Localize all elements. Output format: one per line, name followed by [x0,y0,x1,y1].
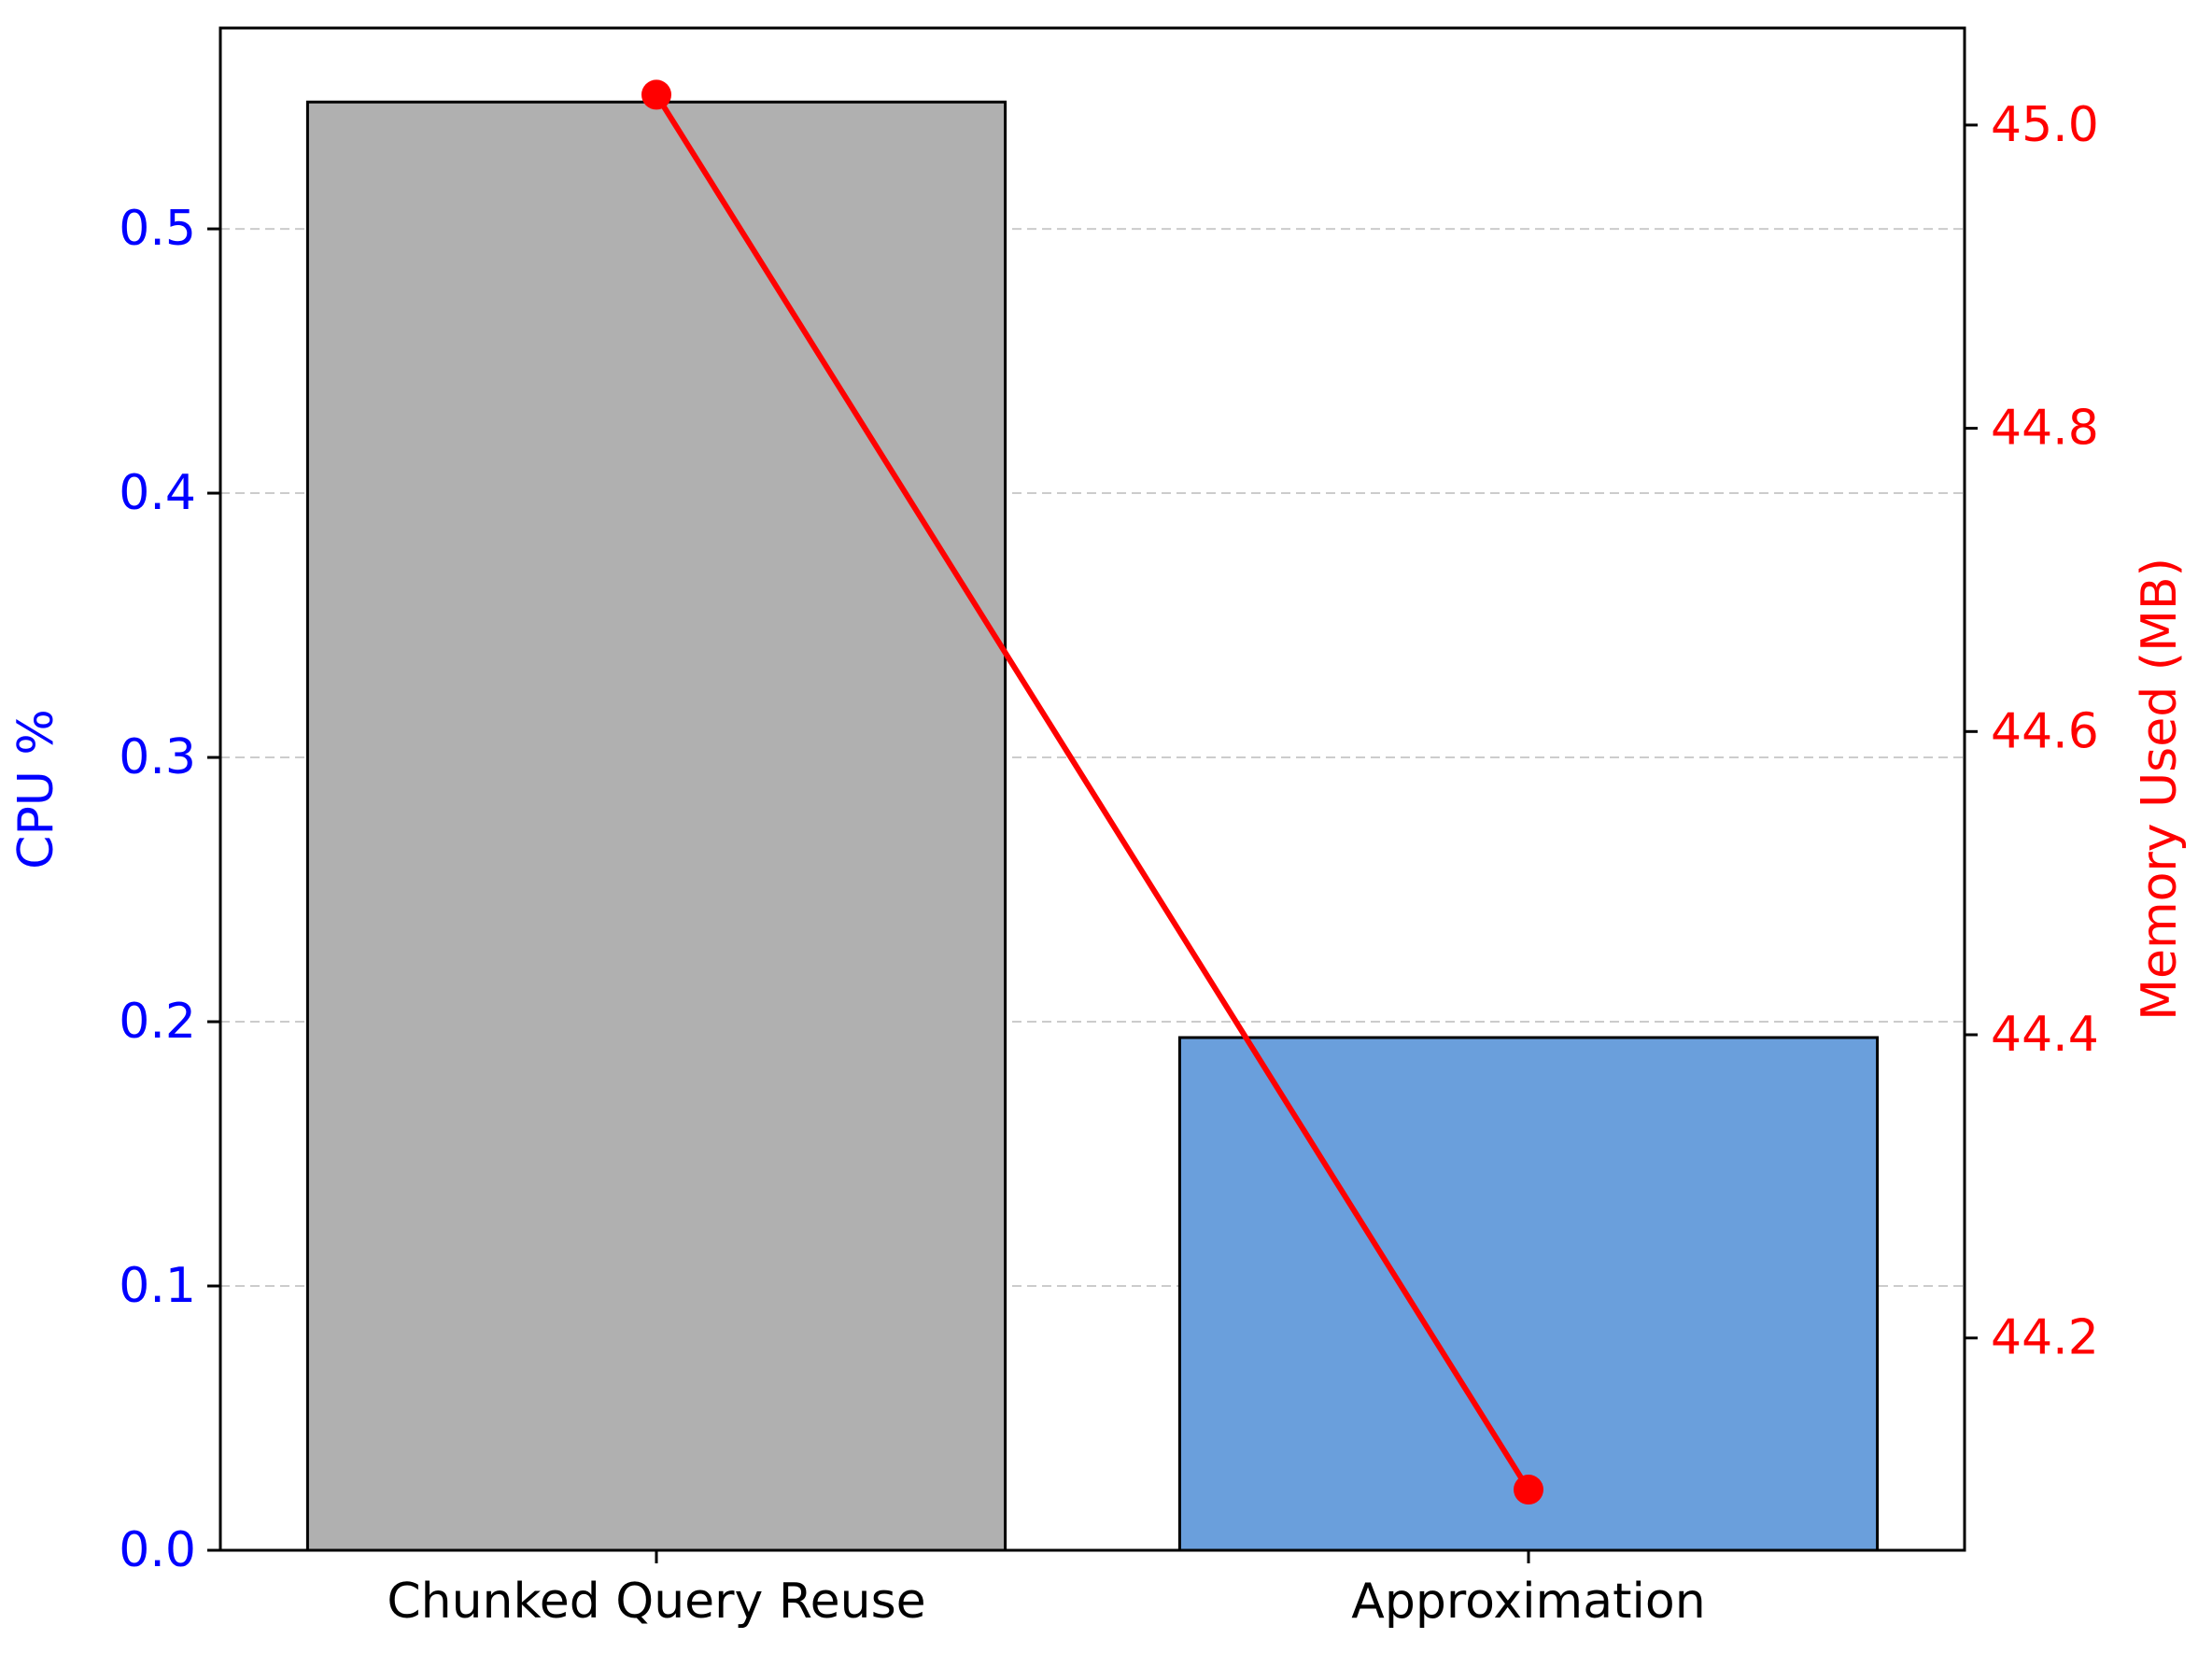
y-left-tick-label: 0.2 [119,994,196,1050]
memory-point [641,79,671,110]
bar [305,100,1007,1552]
y-right-tick-label: 44.4 [1991,1007,2099,1063]
y-right-tick-label: 45.0 [1991,97,2099,153]
y-left-tick-label: 0.3 [119,729,196,785]
x-tick-label: Chunked Query Reuse [387,1574,925,1630]
y-axis-right-title: Memory Used (MB) [2132,558,2188,1021]
y-axis-left-title: CPU % [8,709,64,869]
y-left-tick-label: 0.4 [119,465,196,521]
x-tick-label: Approximation [1351,1574,1705,1630]
y-left-tick-label: 0.5 [119,201,196,257]
memory-line [654,92,1531,1491]
memory-point [1514,1475,1543,1505]
axis-layer: 0.0 0.1 0.2 0.3 0.4 0.5 44.2 44.4 44.6 44.8 45.0 Ch… [119,26,2099,1630]
y-right-tick-label: 44.6 [1991,703,2099,759]
bar-layer [305,100,1880,1552]
bar [1177,1036,1880,1552]
line-layer [641,79,1543,1505]
y-right-tick-label: 44.2 [1991,1310,2099,1366]
y-left-tick-label: 0.1 [119,1258,196,1314]
y-right-tick-label: 44.8 [1991,401,2099,457]
y-left-tick-label: 0.0 [119,1522,196,1578]
plot-frame [218,26,1966,1552]
